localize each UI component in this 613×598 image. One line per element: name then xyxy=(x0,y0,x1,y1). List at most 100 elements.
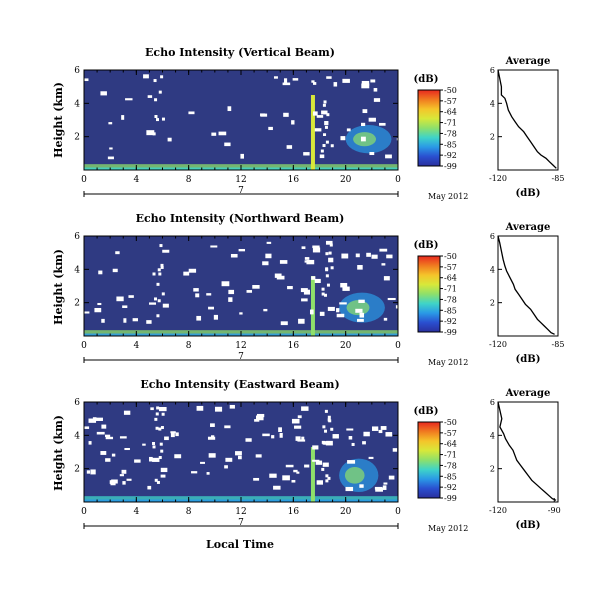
noise-gap xyxy=(225,457,233,462)
date-label: May 2012 xyxy=(428,192,468,201)
noise-gap xyxy=(322,103,326,107)
average-frame xyxy=(497,235,559,337)
noise-gap xyxy=(86,470,91,474)
noise-gap xyxy=(164,436,169,441)
average-x-tick-label: -120 xyxy=(489,340,507,349)
noise-gap xyxy=(147,485,152,490)
noise-gap xyxy=(315,460,323,465)
noise-gap xyxy=(162,303,169,308)
noise-gap xyxy=(196,315,202,321)
noise-gap xyxy=(366,252,371,257)
colorbar-fill xyxy=(417,89,441,167)
x-tick-label: 0 xyxy=(81,507,87,517)
noise-gap xyxy=(296,471,300,474)
noise-gap xyxy=(122,481,126,485)
noise-gap xyxy=(162,249,170,253)
y-tick-label: 6 xyxy=(74,398,80,408)
noise-gap xyxy=(297,439,306,442)
x-axis-label: Local Time xyxy=(206,538,274,551)
noise-gap xyxy=(325,274,329,278)
noise-gap xyxy=(265,253,272,259)
colorbar-tick-label: -71 xyxy=(444,285,457,294)
noise-gap xyxy=(314,128,322,132)
noise-gap xyxy=(253,477,260,481)
y-axis-label: Height (km) xyxy=(52,82,65,158)
noise-gap xyxy=(355,308,363,313)
noise-gap xyxy=(325,479,329,483)
noise-gap xyxy=(254,419,260,422)
noise-gap xyxy=(152,272,156,276)
colorbar-tick-label: -57 xyxy=(444,263,457,272)
colorbar-unit: (dB) xyxy=(414,406,439,417)
noise-gap xyxy=(115,251,120,255)
noise-gap xyxy=(246,290,253,293)
noise-gap xyxy=(161,292,165,296)
noise-gap xyxy=(330,266,334,270)
convective-spike xyxy=(310,447,315,502)
noise-gap xyxy=(132,318,138,322)
noise-gap xyxy=(154,478,158,482)
x-tick-label: 8 xyxy=(186,341,192,351)
noise-gap xyxy=(121,469,127,474)
noise-gap xyxy=(255,454,262,458)
noise-gap xyxy=(134,459,141,463)
x-tick-label: 20 xyxy=(340,175,352,185)
noise-gap xyxy=(191,471,198,474)
noise-gap xyxy=(292,78,299,81)
noise-gap xyxy=(237,455,242,460)
noise-gap xyxy=(252,285,260,289)
noise-gap xyxy=(90,469,96,475)
noise-gap xyxy=(316,480,323,485)
noise-gap xyxy=(88,418,97,423)
noise-gap xyxy=(152,457,160,462)
average-title: Average xyxy=(505,388,551,399)
noise-gap xyxy=(279,432,283,438)
panel-northward: Echo Intensity (Northward Beam) 0 4 8 12 16 2… xyxy=(52,212,564,367)
noise-gap xyxy=(362,441,366,445)
average-y-tick-label: 4 xyxy=(490,99,495,108)
noise-gap xyxy=(183,271,190,276)
heatmap: 0 4 8 12 16 20 0 2 4 6 7 xyxy=(74,398,401,529)
colorbar-tick-label: -71 xyxy=(444,451,457,460)
noise-gap xyxy=(149,302,157,305)
noise-gap xyxy=(379,122,386,126)
noise-gap xyxy=(100,91,107,96)
noise-gap xyxy=(105,436,114,440)
noise-gap xyxy=(147,95,153,98)
noise-gap xyxy=(322,144,326,148)
noise-gap xyxy=(260,113,268,117)
noise-gap xyxy=(342,286,350,291)
noise-gap xyxy=(361,122,366,127)
noise-gap xyxy=(347,460,356,464)
colorbar-tick-label: -78 xyxy=(444,461,457,470)
colorbar-tick-label: -85 xyxy=(444,140,457,149)
noise-gap xyxy=(369,152,375,156)
noise-gap xyxy=(379,248,388,252)
noise-gap xyxy=(126,478,132,481)
average-y-tick-label: 2 xyxy=(490,133,495,142)
noise-gap xyxy=(149,456,153,462)
colorbar-tick-label: -85 xyxy=(444,306,457,315)
noise-gap xyxy=(211,132,217,136)
average-x-tick-label: -85 xyxy=(552,340,565,349)
noise-gap xyxy=(326,76,332,79)
noise-gap xyxy=(304,464,310,468)
convective-spike xyxy=(310,95,315,170)
colorbar-tick-label: -64 xyxy=(444,274,457,283)
noise-gap xyxy=(286,145,293,149)
average-title: Average xyxy=(505,222,551,233)
average-profile: 6 4 2 -120 -85 xyxy=(489,232,564,349)
noise-gap xyxy=(346,128,351,132)
noise-gap xyxy=(345,486,354,492)
x-tick-label: 12 xyxy=(235,507,246,517)
noise-gap xyxy=(357,318,364,322)
noise-gap xyxy=(322,425,326,429)
noise-gap xyxy=(109,147,113,150)
noise-gap xyxy=(316,115,324,118)
noise-gap xyxy=(323,441,327,445)
x-tick-label: 0 xyxy=(395,507,401,517)
average-title: Average xyxy=(505,56,551,67)
noise-gap xyxy=(342,78,350,83)
colorbar-tick-label: -57 xyxy=(444,429,457,438)
cloud-patch-core xyxy=(346,300,370,316)
